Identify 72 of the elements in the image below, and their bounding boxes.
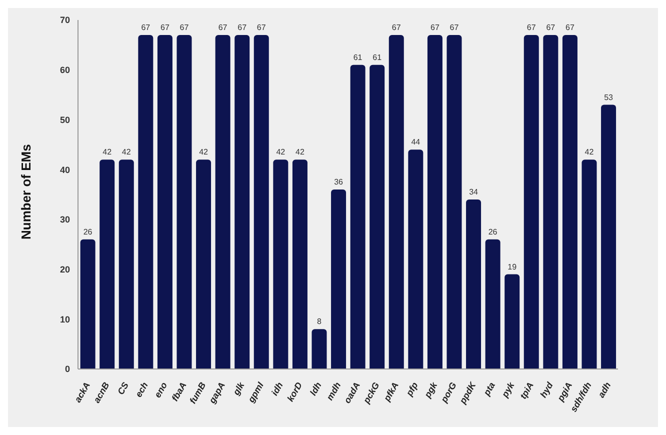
bar (331, 190, 346, 369)
data-label: 19 (508, 262, 518, 272)
bar (215, 34, 230, 369)
y-tick-label: 30 (60, 214, 70, 225)
y-tick-label: 0 (64, 364, 70, 374)
x-tick-label: idh (269, 380, 286, 398)
bar (601, 104, 616, 369)
y-tick-label: 50 (60, 114, 70, 125)
bar (370, 64, 385, 369)
data-label: 67 (430, 22, 440, 32)
y-tick-label: 40 (60, 164, 70, 175)
data-label: 26 (83, 227, 93, 236)
data-label: 42 (102, 148, 112, 157)
bar (138, 34, 154, 369)
bar (582, 160, 597, 369)
data-label: 42 (199, 148, 209, 157)
y-tick-label: 20 (60, 264, 70, 274)
bar (273, 160, 288, 369)
bar (196, 160, 212, 369)
bar (388, 34, 404, 369)
bar (292, 160, 308, 369)
x-tick-label: pta (481, 380, 497, 398)
bar (524, 34, 539, 369)
x-tick-label: glk (230, 380, 247, 398)
data-label: 67 (256, 22, 266, 32)
data-label: 44 (411, 138, 421, 147)
data-label: 67 (160, 22, 170, 32)
data-label: 61 (372, 52, 382, 62)
data-label: 26 (488, 227, 498, 236)
bar (466, 199, 482, 369)
data-label: 67 (450, 22, 460, 32)
y-tick-label: 70 (60, 15, 70, 26)
bar (100, 160, 115, 369)
data-label: 42 (296, 148, 305, 157)
data-label: 36 (334, 178, 344, 187)
data-label: 42 (584, 148, 594, 157)
bar (176, 34, 192, 369)
data-label: 67 (392, 22, 402, 32)
bar (543, 34, 558, 369)
data-label: 67 (546, 22, 556, 32)
bar (80, 239, 96, 369)
y-tick-label: 10 (60, 314, 70, 324)
data-label: 61 (353, 52, 363, 62)
bar (446, 34, 462, 369)
data-label: 67 (566, 22, 575, 32)
bar (157, 34, 172, 369)
bar (118, 160, 134, 369)
bar (234, 34, 250, 369)
y-tick-label: 60 (60, 65, 70, 76)
data-label: 42 (122, 148, 132, 157)
data-label: 67 (180, 22, 190, 32)
data-label: 67 (526, 22, 536, 32)
bar (312, 329, 327, 369)
bar (485, 239, 500, 369)
bar (408, 150, 424, 369)
y-axis-title: Number of EMs (18, 144, 34, 240)
x-tick-label: CS (116, 380, 131, 396)
bar (254, 34, 269, 369)
data-label: 67 (218, 22, 228, 32)
bar (504, 274, 520, 369)
bar (350, 64, 366, 369)
data-label: 53 (604, 92, 614, 102)
x-tick-label: ldh (308, 380, 324, 398)
data-label: 34 (469, 187, 479, 196)
x-tick-label: ech (133, 380, 150, 399)
x-tick-label: eno (152, 380, 170, 400)
data-label: 8 (317, 317, 322, 326)
bar (427, 34, 442, 369)
data-label: 67 (238, 22, 248, 32)
bar (562, 34, 578, 369)
data-label: 67 (141, 22, 151, 32)
data-label: 42 (276, 148, 286, 157)
